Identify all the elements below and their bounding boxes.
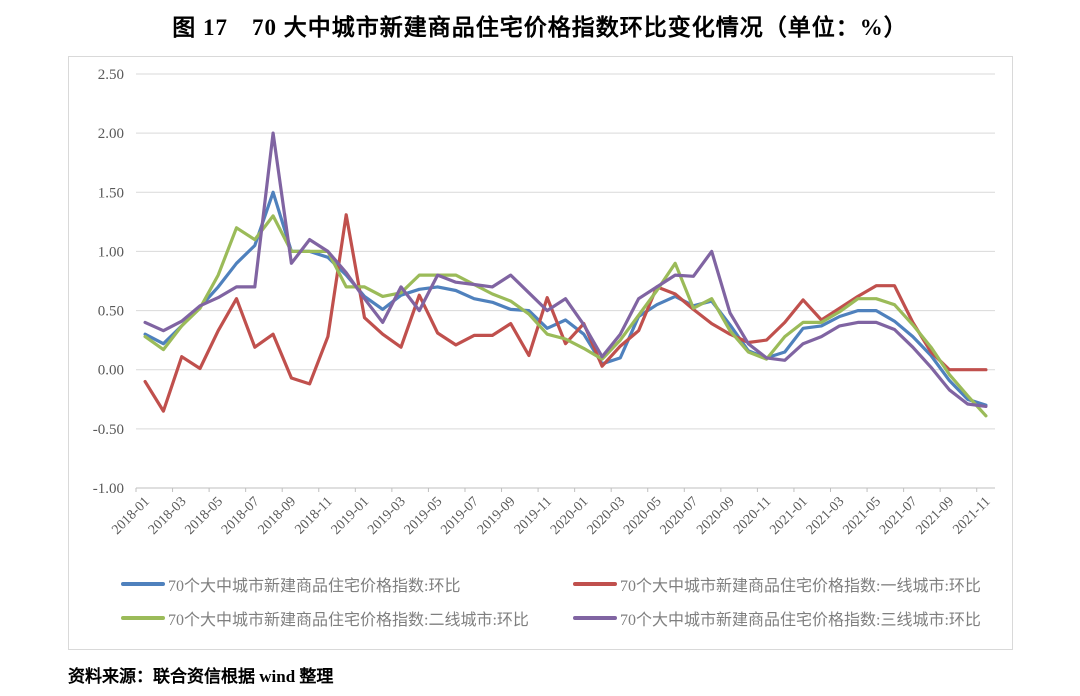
x-axis-label: 2019-01 (329, 494, 373, 538)
y-axis-label: 0.50 (98, 304, 124, 320)
legend-line-swatch (573, 616, 617, 620)
x-axis-label: 2019-07 (438, 494, 482, 538)
x-axis-label: 2020-11 (731, 494, 774, 537)
legend-line-swatch (573, 582, 617, 586)
y-axis-label: 0.00 (98, 363, 124, 379)
x-axis-label: 2018-07 (219, 494, 263, 538)
series-line-4 (143, 131, 988, 408)
x-axis-label: 2021-05 (840, 494, 884, 538)
legend-line-swatch (121, 582, 165, 586)
y-axis-label: 1.00 (98, 244, 124, 260)
x-axis-label: 2020-03 (585, 494, 629, 538)
x-axis-label: 2019-09 (475, 494, 519, 538)
x-axis-label: 2020-01 (548, 494, 592, 538)
x-axis-label: 2021-09 (914, 494, 958, 538)
x-axis-label: 2019-05 (402, 494, 446, 538)
legend-item: 70个大中城市新建商品住宅价格指数:环比 (121, 573, 573, 595)
y-axis-label: 2.50 (98, 67, 124, 83)
y-axis-label: -0.50 (93, 422, 124, 438)
series-line-3 (143, 214, 988, 418)
legend-label: 70个大中城市新建商品住宅价格指数:一线城市:环比 (620, 578, 981, 595)
y-axis-label: 2.00 (98, 126, 124, 142)
series-line-2 (143, 213, 988, 413)
y-axis-label: 1.50 (98, 185, 124, 201)
price-index-line-chart: 2.502.001.501.000.500.00-0.50-1.002018-0… (93, 67, 995, 538)
x-axis-label: 2020-05 (621, 494, 665, 538)
series-line-1 (143, 190, 988, 407)
legend-item: 70个大中城市新建商品住宅价格指数:三线城市:环比 (573, 607, 1001, 629)
x-axis-label: 2021-07 (877, 494, 921, 538)
legend-item: 70个大中城市新建商品住宅价格指数:二线城市:环比 (121, 607, 573, 629)
legend-label: 70个大中城市新建商品住宅价格指数:二线城市:环比 (168, 612, 529, 629)
legend-label: 70个大中城市新建商品住宅价格指数:环比 (168, 578, 461, 595)
legend-line-swatch (121, 616, 165, 620)
chart-frame: 2.50 2.00 1.50 1.00 0.50 0.00 -0.50 -1.00 2018-0… (68, 56, 1013, 650)
x-axis-label: 2021-03 (804, 494, 848, 538)
legend-label: 70个大中城市新建商品住宅价格指数:三线城市:环比 (620, 612, 981, 629)
x-axis-label: 2018-09 (256, 494, 300, 538)
x-axis-label: 2020-07 (658, 494, 702, 538)
x-axis-label: 2018-05 (182, 494, 226, 538)
x-axis-label: 2021-11 (950, 494, 993, 537)
y-axis-label: -1.00 (93, 481, 124, 497)
x-axis-label: 2018-03 (146, 494, 190, 538)
source-note: 资料来源：联合资信根据 wind 整理 (68, 667, 334, 686)
chart-title: 图 17 70 大中城市新建商品住宅价格指数环比变化情况（单位：%） (172, 15, 908, 40)
chart-legend: 70个大中城市新建商品住宅价格指数:环比 70个大中城市新建商品住宅价格指数:一线… (121, 573, 1001, 629)
x-axis-label: 2021-01 (767, 494, 811, 538)
x-axis-label: 2019-11 (512, 494, 555, 537)
x-axis-label: 2019-03 (365, 494, 409, 538)
x-axis-label: 2018-11 (292, 494, 335, 537)
x-axis-label: 2018-01 (109, 494, 153, 538)
legend-item: 70个大中城市新建商品住宅价格指数:一线城市:环比 (573, 573, 1001, 595)
x-axis-label: 2020-09 (694, 494, 738, 538)
